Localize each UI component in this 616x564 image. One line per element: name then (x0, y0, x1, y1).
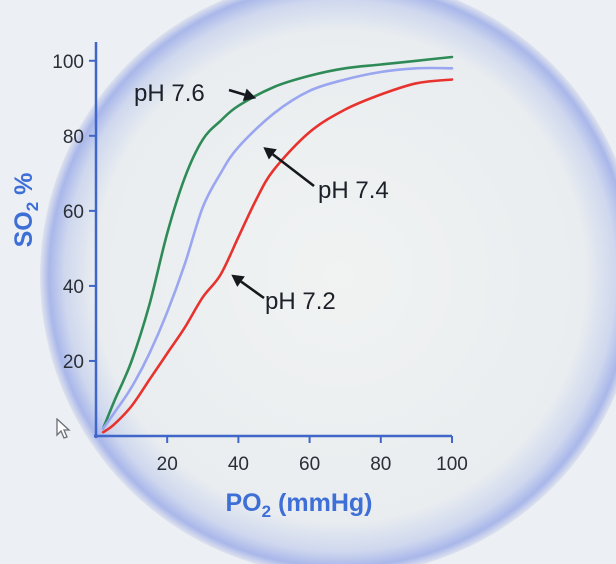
background-disc (40, 0, 616, 564)
series-ph-7-6-line (101, 55, 454, 430)
annotation-ph-7-6-arrowhead-icon (242, 88, 257, 102)
series-ph-7-2-line (101, 78, 454, 434)
annotation-ph-7-2-label: pH 7.2 (265, 288, 336, 315)
annotation-ph-7-4-arrow-shaft (272, 153, 315, 188)
x-tick-label: 60 (299, 454, 320, 475)
x-tick-label: 40 (228, 454, 249, 475)
annotation-ph-7-2-arrow-shaft (240, 280, 265, 300)
annotation-ph-7-6-arrow-shaft (228, 88, 246, 97)
annotation-ph-7-2-arrowhead-icon (231, 274, 245, 287)
x-tick-label: 20 (157, 454, 178, 475)
x-tick-label: 100 (436, 454, 468, 475)
y-tick-label: 20 (63, 352, 84, 373)
annotation-ph-7-6-label: pH 7.6 (134, 80, 205, 107)
x-axis-title: PO2 (mmHg) (226, 489, 373, 521)
y-tick-label: 80 (63, 127, 84, 148)
mouse-cursor-icon (56, 418, 71, 439)
y-axis-title: SO2 % (10, 173, 42, 248)
y-tick-label: 100 (52, 52, 84, 73)
annotation-ph-7-4-arrowhead-icon (263, 147, 277, 160)
annotation-ph-7-4-label: pH 7.4 (318, 177, 389, 204)
x-tick-label: 80 (370, 454, 391, 475)
y-tick-label: 40 (63, 277, 84, 298)
series-ph-7-4-line (101, 66, 454, 430)
y-tick-label: 60 (63, 202, 84, 223)
